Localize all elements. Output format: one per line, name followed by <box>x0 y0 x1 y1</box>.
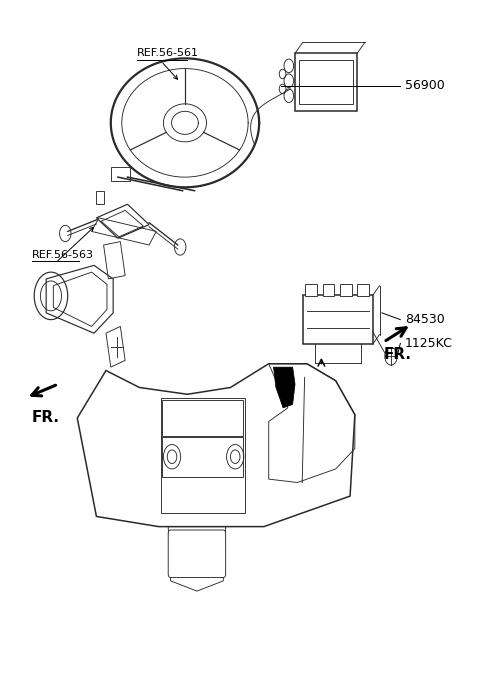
Text: REF.56-563: REF.56-563 <box>32 250 94 260</box>
Text: FR.: FR. <box>384 347 411 362</box>
Text: 84530: 84530 <box>405 313 445 326</box>
FancyBboxPatch shape <box>162 437 243 477</box>
Text: 1125KC: 1125KC <box>405 337 453 350</box>
Text: FR.: FR. <box>32 410 60 425</box>
Polygon shape <box>274 367 295 408</box>
FancyBboxPatch shape <box>162 400 243 437</box>
Text: REF.56-561: REF.56-561 <box>137 48 199 58</box>
FancyBboxPatch shape <box>358 284 369 296</box>
Text: 56900: 56900 <box>405 79 445 92</box>
FancyBboxPatch shape <box>340 284 351 296</box>
FancyBboxPatch shape <box>168 530 226 577</box>
FancyBboxPatch shape <box>305 284 317 296</box>
FancyBboxPatch shape <box>323 284 334 296</box>
